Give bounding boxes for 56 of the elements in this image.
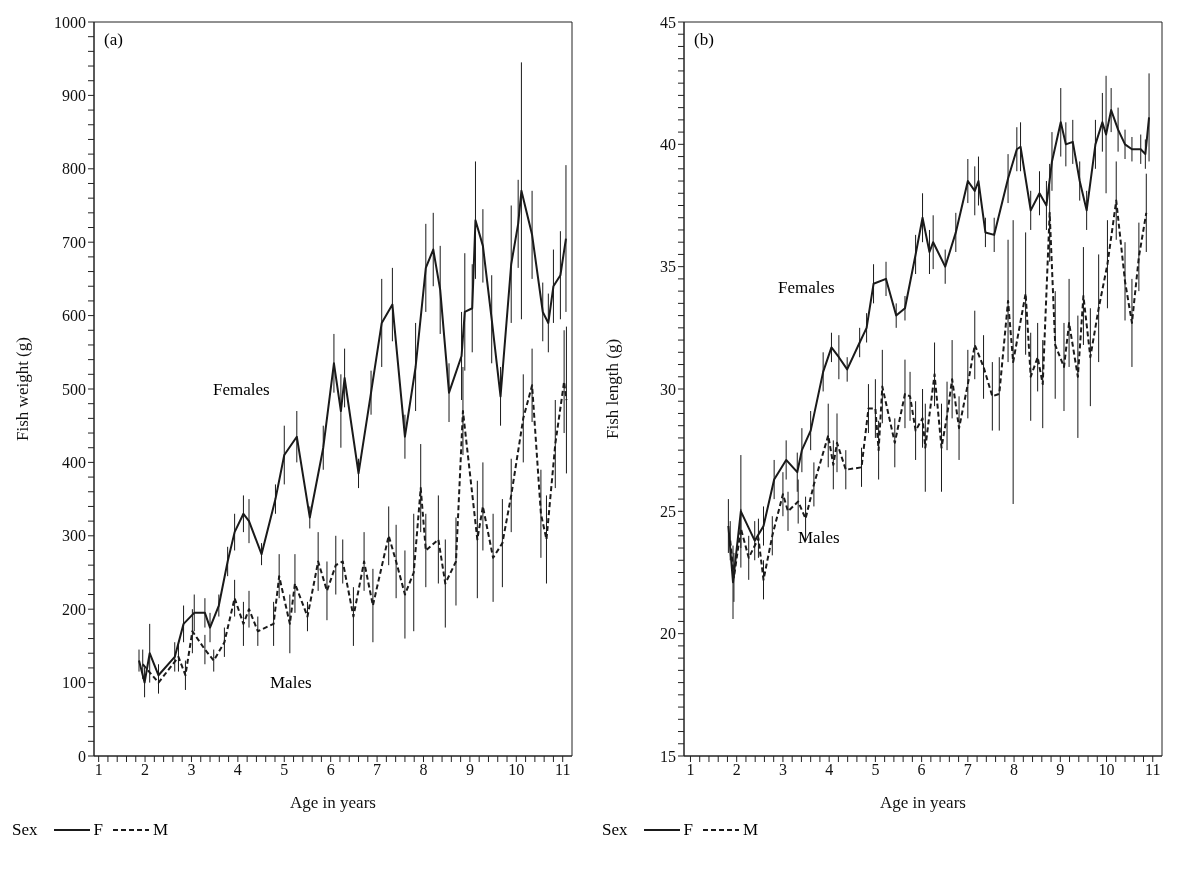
x-tick-label: 3	[187, 761, 196, 779]
x-tick-label: 1	[94, 761, 103, 779]
y-tick-label: 15	[660, 747, 676, 765]
y-tick-label: 500	[62, 380, 86, 398]
x-tick-label: 5	[871, 761, 880, 779]
annotation: Females	[778, 278, 835, 298]
x-tick-label: 7	[963, 761, 972, 779]
y-tick-label: 700	[62, 233, 86, 251]
y-axis-title: Fish length (g)	[603, 338, 623, 440]
y-tick-label: 20	[660, 625, 676, 643]
y-tick-label: 1000	[54, 13, 86, 31]
y-tick-label: 45	[660, 13, 676, 31]
legend-title: Sex	[12, 820, 38, 840]
x-tick-label: 2	[732, 761, 741, 779]
x-tick-label: 6	[917, 761, 926, 779]
annotation: (a)	[104, 30, 123, 50]
y-tick-label: 900	[62, 87, 86, 105]
x-tick-label: 8	[419, 761, 428, 779]
legend-label: F	[683, 820, 693, 840]
y-tick-label: 100	[62, 674, 86, 692]
y-tick-label: 30	[660, 380, 676, 398]
x-tick-label: 7	[373, 761, 382, 779]
x-axis-title: Age in years	[880, 793, 966, 812]
annotation: (b)	[694, 30, 714, 50]
x-tick-label: 11	[555, 761, 571, 779]
annotation: Females	[213, 380, 270, 400]
x-tick-label: 9	[465, 761, 474, 779]
x-tick-label: 1	[686, 761, 695, 779]
x-tick-label: 10	[508, 761, 525, 779]
x-tick-label: 8	[1010, 761, 1019, 779]
x-tick-label: 2	[141, 761, 150, 779]
y-tick-label: 600	[62, 307, 86, 325]
x-tick-label: 3	[778, 761, 787, 779]
legend-label: F	[93, 820, 103, 840]
y-tick-label: 200	[62, 600, 86, 618]
annotation: Males	[270, 673, 312, 693]
y-tick-label: 800	[62, 160, 86, 178]
legend-label: M	[742, 820, 759, 840]
annotation: Males	[798, 528, 840, 548]
y-tick-label: 400	[62, 454, 86, 472]
legend-label: M	[152, 820, 169, 840]
y-axis-title: Fish weight (g)	[13, 337, 33, 441]
x-tick-label: 5	[280, 761, 289, 779]
y-tick-label: 300	[62, 527, 86, 545]
y-tick-label: 0	[78, 747, 86, 765]
y-tick-label: 40	[660, 136, 676, 154]
y-tick-label: 25	[660, 503, 676, 521]
x-tick-label: 11	[1145, 761, 1161, 779]
x-tick-label: 4	[233, 761, 242, 779]
x-tick-label: 10	[1098, 761, 1115, 779]
y-tick-label: 35	[660, 258, 676, 276]
x-axis-title: Age in years	[290, 793, 376, 812]
x-tick-label: 4	[825, 761, 834, 779]
x-tick-label: 6	[326, 761, 335, 779]
legend-title: Sex	[602, 820, 628, 840]
x-tick-label: 9	[1056, 761, 1065, 779]
